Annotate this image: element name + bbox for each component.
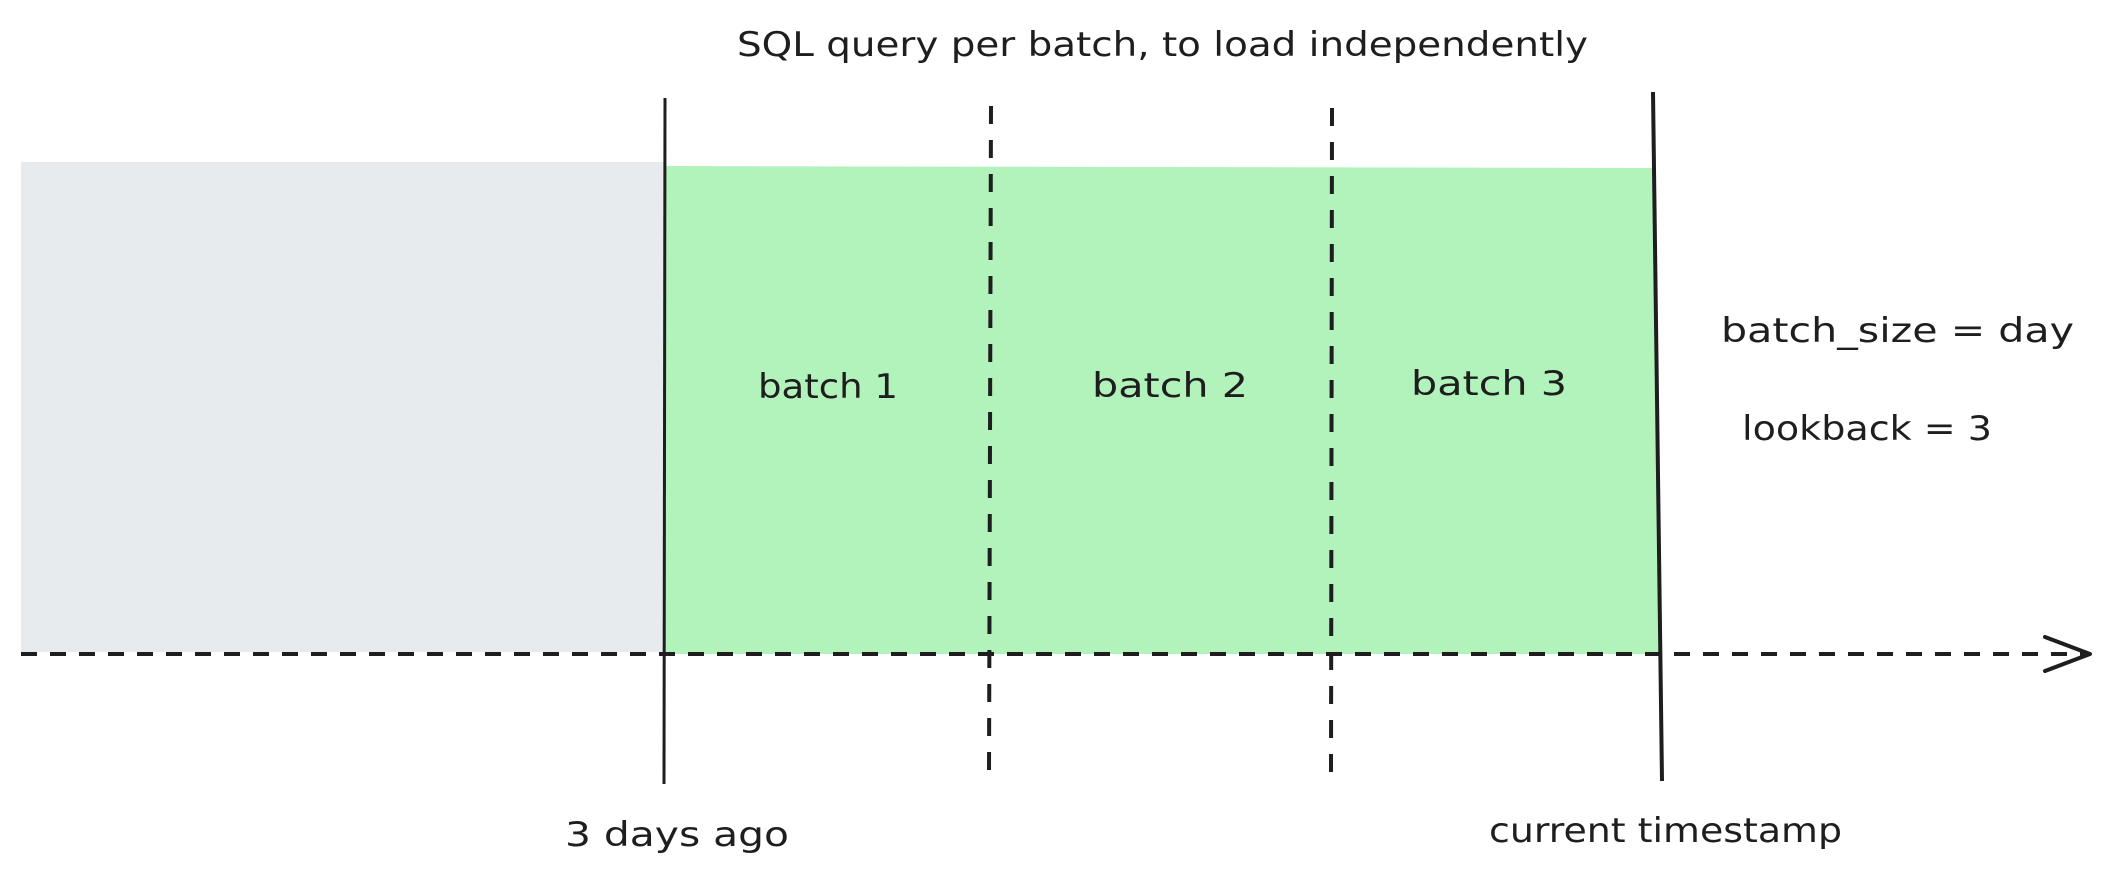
past-region <box>21 162 665 652</box>
batch-size-param: batch_size = day <box>1721 311 2074 351</box>
start-boundary-line <box>662 97 667 785</box>
end-marker-label: current timestamp <box>1489 811 1842 851</box>
batch-label-3: batch 3 <box>1411 364 1567 404</box>
batch-label-1: batch 1 <box>758 367 898 407</box>
batch-divider-2 <box>1329 107 1334 778</box>
batch-divider-1 <box>987 105 993 774</box>
batch-region <box>665 166 1660 654</box>
end-boundary-line <box>1651 91 1664 782</box>
batch-label-2: batch 2 <box>1092 366 1248 406</box>
diagram-title: SQL query per batch, to load independent… <box>737 25 1588 65</box>
arrowhead-icon <box>2043 635 2092 673</box>
lookback-param: lookback = 3 <box>1742 409 1992 449</box>
start-marker-label: 3 days ago <box>565 815 789 855</box>
